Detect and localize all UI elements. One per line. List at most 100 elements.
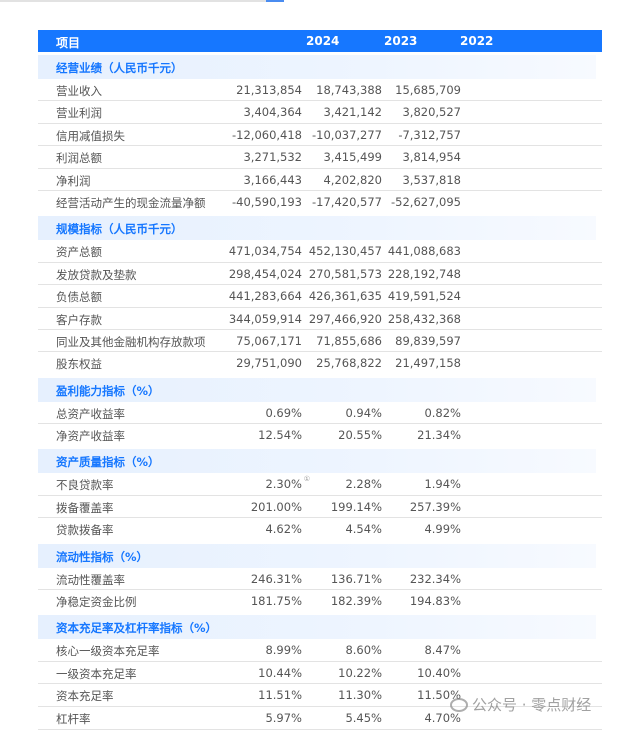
cell-value: 75,067,171 <box>236 334 302 348</box>
value-text: 136.71% <box>330 571 382 586</box>
table-row: 同业及其他金融机构存放款项 75,067,171 71,855,686 89,839,… <box>38 330 602 353</box>
header-year-2024: 2024 <box>306 34 340 48</box>
value-text: -52,627,095 <box>391 194 461 209</box>
row-label: 营业收入 <box>56 84 102 98</box>
cell-value: 10.40% <box>417 666 461 680</box>
cell-value: -52,627,095 <box>391 195 461 209</box>
cell-value: 29,751,090 <box>236 356 302 370</box>
value-text: 89,839,597 <box>395 333 461 348</box>
value-text: 10.22% <box>338 665 382 680</box>
table-row: 一级资本充足率 10.44% 10.22% 10.40% <box>38 662 602 685</box>
section-header: 盈利能力指标（%） <box>38 375 602 402</box>
row-label: 客户存款 <box>56 312 102 327</box>
value-text: 10.44% <box>258 665 302 680</box>
value-text: 20.55% <box>338 428 382 443</box>
value-text: 11.50% <box>417 688 461 703</box>
cell-value: 181.75% <box>251 594 302 608</box>
cell-value: 201.00% <box>251 500 302 514</box>
cell-value: -10,037,277 <box>312 128 382 142</box>
table-row: 信用减值损失 -12,060,418 -10,037,277 -7,312,757 <box>38 124 602 147</box>
row-label: 杠杆率 <box>56 711 91 726</box>
section-background <box>38 377 596 402</box>
table-row: 资本充足率 11.51% 11.30% 11.50% <box>38 684 602 707</box>
value-text: 4.70% <box>424 710 461 725</box>
cell-value: 232.34% <box>410 572 461 586</box>
table-header: 项目 2024 2023 2022 <box>38 30 602 52</box>
value-text: 471,034,754 <box>228 244 302 259</box>
cell-value: 8.60% <box>345 643 382 657</box>
cell-value: 270,581,573 <box>309 267 382 281</box>
section-title: 资产质量指标（%） <box>56 455 160 470</box>
value-text: 0.94% <box>345 405 382 420</box>
value-text: 25,768,822 <box>316 356 382 371</box>
cell-value: 11.50% <box>417 688 461 702</box>
cell-value: 21,313,854 <box>236 83 302 97</box>
section-header: 规模指标（人民币千元） <box>38 213 602 241</box>
cell-value: 0.69% <box>265 406 302 420</box>
cell-value: 12.54% <box>258 428 302 442</box>
footnote-marker: ① <box>303 475 310 484</box>
value-text: 4,202,820 <box>323 172 382 187</box>
value-text: 21,497,158 <box>395 356 461 371</box>
row-label: 负债总额 <box>56 290 102 305</box>
cell-value: -12,060,418 <box>232 128 302 142</box>
cell-value: 257.39% <box>410 500 461 514</box>
table-row: 不良贷款率 2.30% ① 2.28% 1.94% <box>38 473 602 496</box>
table-row: 净资产收益率 12.54% 20.55% 21.34% <box>38 424 602 446</box>
cell-value: 4.99% <box>424 522 461 536</box>
value-text: 426,361,635 <box>308 289 382 304</box>
row-label: 经营活动产生的现金流量净额 <box>56 195 206 210</box>
value-text: 232.34% <box>409 571 461 586</box>
cell-value: 3,820,527 <box>402 105 461 119</box>
section-title: 盈利能力指标（%） <box>56 383 160 398</box>
value-text: 3,820,527 <box>402 105 461 120</box>
cell-value: 441,283,664 <box>229 289 302 303</box>
cell-value: 4.70% <box>424 711 461 725</box>
value-text: -10,037,277 <box>312 127 382 142</box>
table-row: 资产总额 471,034,754 452,130,457 441,088,683 <box>38 240 602 263</box>
cell-value: 0.82% <box>424 406 461 420</box>
value-text: 3,421,142 <box>323 105 382 120</box>
table-row: 净利润 3,166,443 4,202,820 3,537,818 <box>38 169 602 191</box>
section-title: 流动性指标（%） <box>56 549 149 564</box>
cell-value: 4.54% <box>345 522 382 536</box>
value-text: 270,581,573 <box>308 266 382 281</box>
cell-value: 3,814,954 <box>402 150 461 164</box>
cell-value: 194.83% <box>410 594 461 608</box>
cell-value: 89,839,597 <box>395 334 461 348</box>
value-text: 4.54% <box>345 522 382 537</box>
value-text: 2.28% <box>345 477 382 492</box>
cell-value: 15,685,709 <box>395 83 461 97</box>
table-row: 股东权益 29,751,090 25,768,822 21,497,158 <box>38 352 602 374</box>
row-label: 拨备覆盖率 <box>56 500 114 515</box>
cell-value: 297,466,920 <box>309 312 382 326</box>
row-label: 一级资本充足率 <box>56 666 137 681</box>
value-text: -12,060,418 <box>232 127 302 142</box>
cell-value: 452,130,457 <box>309 244 382 258</box>
value-text: -40,590,193 <box>232 194 302 209</box>
cell-value: 3,421,142 <box>323 105 382 119</box>
value-text: 298,454,024 <box>228 266 302 281</box>
value-text: 258,432,368 <box>387 311 461 326</box>
value-text: 8.60% <box>345 643 382 658</box>
cell-value: 3,537,818 <box>402 173 461 187</box>
value-text: 201.00% <box>250 499 302 514</box>
cell-value: 20.55% <box>338 428 382 442</box>
value-text: 2.30% <box>265 477 302 492</box>
cell-value: 419,591,524 <box>388 289 461 303</box>
row-label: 营业利润 <box>56 106 102 121</box>
row-label: 净资产收益率 <box>56 429 125 444</box>
value-text: 3,271,532 <box>243 150 302 165</box>
cell-value: 258,432,368 <box>388 312 461 326</box>
cell-value: -7,312,757 <box>398 128 461 142</box>
value-text: 11.51% <box>258 688 302 703</box>
value-text: 246.31% <box>250 571 302 586</box>
table-row: 营业利润 3,404,364 3,421,142 3,820,527 <box>38 101 602 124</box>
section-background <box>38 615 596 640</box>
cell-value: 3,271,532 <box>243 150 302 164</box>
cell-value: 182.39% <box>331 594 382 608</box>
value-text: 4.99% <box>424 522 461 537</box>
table-row: 拨备覆盖率 201.00% 199.14% 257.39% <box>38 496 602 519</box>
value-text: 419,591,524 <box>387 289 461 304</box>
value-text: 452,130,457 <box>308 244 382 259</box>
